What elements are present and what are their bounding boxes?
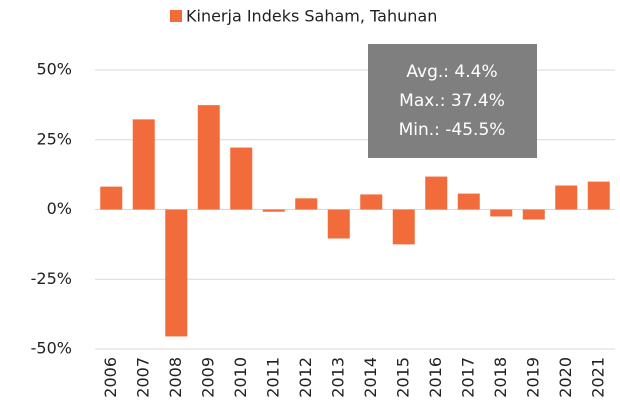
x-tick-label: 2014 (361, 357, 380, 398)
bar (587, 181, 610, 210)
bar (132, 119, 155, 210)
bar (522, 209, 545, 220)
x-tick-label: 2020 (556, 357, 575, 398)
bar (165, 209, 188, 337)
x-tick-label: 2010 (231, 357, 250, 398)
x-tick-label: 2007 (133, 357, 152, 398)
annotation-text: Min.: -45.5% (399, 120, 506, 140)
annotation-box (368, 44, 537, 158)
bar (457, 193, 480, 210)
bar (100, 186, 123, 210)
x-tick-label: 2016 (426, 357, 445, 398)
legend-swatch (170, 10, 182, 22)
x-tick-label: 2018 (491, 357, 510, 398)
bar (555, 185, 578, 210)
x-tick-label: 2013 (328, 357, 347, 398)
bar (327, 209, 350, 239)
x-tick-label: 2017 (458, 357, 477, 398)
y-tick-label: -50% (31, 339, 72, 358)
y-tick-label: 25% (36, 129, 72, 148)
legend-label: Kinerja Indeks Saham, Tahunan (186, 7, 437, 26)
x-tick-label: 2006 (101, 357, 120, 398)
bar (392, 209, 415, 245)
bar (262, 209, 285, 212)
x-tick-label: 2009 (198, 357, 217, 398)
annotation-text: Max.: 37.4% (399, 91, 505, 111)
bar (490, 209, 513, 217)
y-tick-label: 0% (47, 199, 72, 218)
x-tick-label: 2012 (296, 357, 315, 398)
bar (197, 105, 220, 210)
y-tick-label: -25% (31, 269, 72, 288)
x-tick-label: 2019 (523, 357, 542, 398)
bar (425, 176, 448, 210)
bar (230, 147, 253, 210)
bar (295, 198, 318, 210)
y-tick-label: 50% (36, 60, 72, 79)
x-tick-label: 2021 (588, 357, 607, 398)
bar (360, 194, 383, 210)
x-tick-label: 2015 (393, 357, 412, 398)
x-tick-label: 2011 (263, 357, 282, 398)
annotation-text: Avg.: 4.4% (406, 62, 497, 82)
x-tick-label: 2008 (166, 357, 185, 398)
